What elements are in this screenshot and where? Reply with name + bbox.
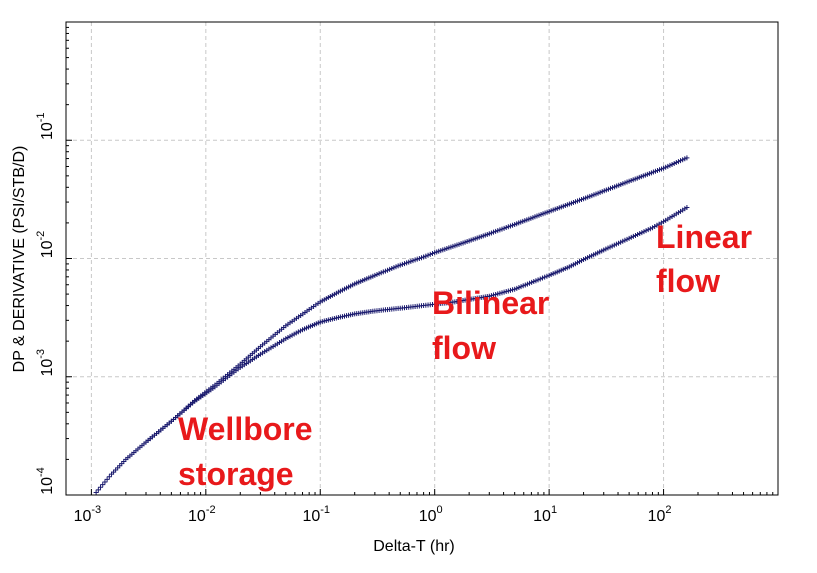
data-point [95, 487, 101, 493]
data-point [93, 489, 99, 495]
x-tick-label: 10-3 [74, 504, 102, 525]
data-point [537, 276, 543, 282]
y-tick-label: 10-4 [35, 467, 56, 495]
annotation-linear-flow: Linear flow [656, 219, 752, 299]
y-axis-label: DP & DERIVATIVE (PSI/STB/D) [11, 146, 28, 373]
data-point [544, 273, 550, 279]
x-tick-label: 102 [648, 504, 672, 525]
series-2 [143, 204, 690, 445]
data-point [106, 474, 112, 480]
data-point [104, 476, 110, 482]
annotation-line: flow [656, 263, 720, 299]
annotation-line: Linear [656, 219, 752, 255]
annotation-line: flow [432, 330, 496, 366]
data-point [429, 251, 435, 257]
data-point [98, 484, 104, 490]
annotation-bilinear-flow: Bilinear flow [432, 285, 549, 366]
data-point [102, 479, 108, 485]
y-tick-label: 10-1 [35, 112, 56, 140]
x-tick-label: 101 [533, 504, 557, 525]
y-tick-label: 10-3 [35, 349, 56, 377]
data-point [684, 204, 690, 210]
x-axis-label: Delta-T (hr) [373, 538, 455, 555]
data-point [539, 275, 545, 281]
data-point [423, 253, 429, 259]
data-point [421, 254, 427, 260]
data-point [427, 251, 433, 257]
data-point [100, 482, 106, 488]
x-tick-label: 10-2 [188, 504, 216, 525]
y-tick-label: 10-2 [35, 231, 56, 259]
x-tick-label: 10-1 [302, 504, 330, 525]
x-tick-labels: 10-3 10-2 10-1 100 101 102 [74, 489, 774, 525]
x-tick-label: 100 [419, 504, 443, 525]
data-point [542, 274, 548, 280]
grid-lines [66, 22, 778, 496]
annotation-line: Bilinear [432, 285, 549, 321]
data-point [535, 277, 541, 283]
y-tick-labels: 10-4 10-3 10-2 10-1 [35, 26, 72, 496]
annotation-wellbore-storage: Wellbore storage [178, 411, 313, 492]
annotation-line: Wellbore [178, 411, 313, 447]
data-point [684, 155, 690, 161]
data-point [425, 252, 431, 258]
annotation-line: storage [178, 456, 294, 492]
data-series [93, 155, 690, 495]
